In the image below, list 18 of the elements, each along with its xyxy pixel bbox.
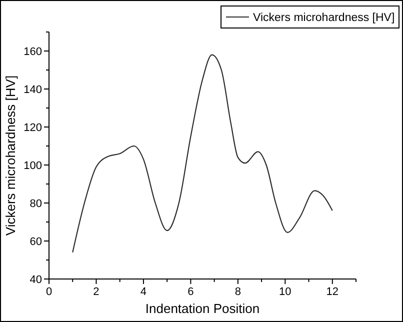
y-tick-label: 140 [24, 84, 42, 96]
y-tick-label: 40 [30, 274, 42, 286]
legend-label: Vickers microhardness [HV] [253, 12, 395, 24]
x-tick-label: 12 [326, 286, 339, 298]
y-tick-label: 100 [24, 160, 42, 172]
y-axis-title: Vickers microhardness [HV] [3, 75, 18, 236]
y-tick-label: 60 [30, 236, 42, 248]
x-tick-label: 0 [46, 286, 52, 298]
x-tick-label: 4 [140, 286, 147, 298]
x-tick-label: 10 [279, 286, 292, 298]
x-axis-title: Indentation Position [145, 301, 260, 316]
y-tick-label: 80 [30, 198, 42, 210]
x-tick-label: 2 [93, 286, 100, 298]
y-tick-label: 120 [24, 122, 42, 134]
y-tick-label: 160 [24, 46, 42, 58]
line-series [72, 54, 333, 253]
x-tick-label: 6 [188, 286, 194, 298]
x-tick-label: 8 [234, 286, 241, 298]
